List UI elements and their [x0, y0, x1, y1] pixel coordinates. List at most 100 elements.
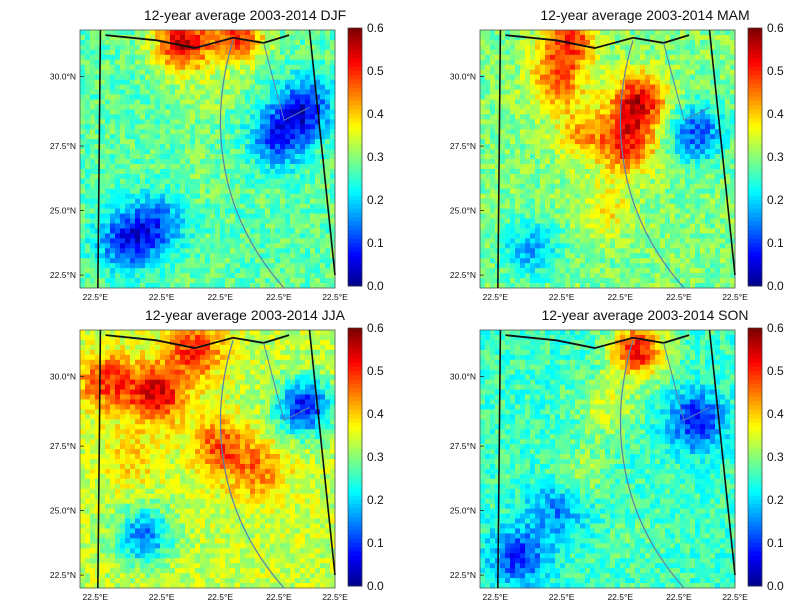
map-cell	[650, 208, 656, 214]
map-cell	[260, 69, 266, 76]
map-cell	[300, 198, 306, 205]
map-cell	[160, 54, 166, 61]
map-cell	[665, 268, 671, 274]
map-cell	[155, 30, 161, 36]
map-cell	[585, 139, 591, 145]
map-cell	[660, 79, 666, 85]
map-cell	[550, 203, 556, 210]
map-cell	[315, 114, 321, 120]
map-cell	[280, 129, 286, 135]
map-cell	[610, 144, 616, 150]
map-cell	[685, 188, 691, 195]
map-cell	[165, 208, 171, 214]
map-cell	[230, 74, 236, 81]
map-cell	[305, 203, 311, 210]
map-cell	[125, 39, 131, 46]
map-cell	[115, 273, 121, 279]
map-cell	[180, 69, 186, 76]
map-cell	[125, 159, 131, 165]
map-cell	[610, 238, 616, 244]
map-cell	[130, 213, 136, 219]
map-cell	[190, 94, 196, 100]
map-cell	[85, 198, 91, 205]
map-cell	[655, 173, 661, 180]
map-cell	[625, 154, 631, 160]
map-cell	[240, 49, 246, 56]
map-cell	[680, 74, 686, 81]
map-cell	[160, 218, 166, 224]
map-cell	[185, 273, 191, 279]
map-cell	[500, 248, 506, 254]
map-cell	[500, 69, 506, 76]
map-cell	[115, 144, 121, 150]
map-cell	[595, 69, 601, 76]
map-cell	[155, 134, 161, 140]
map-cell	[595, 94, 601, 100]
map-cell	[600, 173, 606, 180]
map-cell	[110, 218, 116, 224]
map-cell	[115, 69, 121, 76]
map-cell	[630, 74, 636, 81]
map-cell	[580, 124, 586, 130]
map-cell	[255, 94, 261, 100]
map-cell	[655, 49, 661, 56]
map-cell	[555, 64, 561, 71]
map-cell	[575, 173, 581, 180]
map-cell	[90, 198, 96, 205]
map-cell	[310, 218, 316, 224]
map-cell	[540, 268, 546, 274]
map-cell	[680, 39, 686, 46]
map-cell	[685, 149, 691, 155]
map-cell	[685, 109, 691, 115]
map-cell	[685, 139, 691, 145]
map-cell	[125, 89, 131, 95]
map-cell	[225, 218, 231, 224]
map-cell	[610, 223, 616, 229]
map-cell	[305, 243, 311, 249]
map-cell	[300, 134, 306, 140]
map-cell	[645, 119, 651, 125]
map-cell	[560, 104, 566, 110]
map-cell	[270, 104, 276, 110]
map-cell	[625, 144, 631, 150]
map-cell	[200, 178, 206, 185]
map-cell	[515, 203, 521, 210]
map-cell	[215, 30, 221, 36]
map-cell	[680, 30, 686, 36]
map-cell	[165, 79, 171, 85]
map-cell	[310, 149, 316, 155]
map-cell	[170, 124, 176, 130]
map-cell	[270, 228, 276, 234]
map-cell	[505, 178, 511, 185]
map-cell	[675, 154, 681, 160]
map-cell	[255, 89, 261, 95]
map-cell	[655, 30, 661, 36]
map-cell	[490, 139, 496, 145]
map-cell	[650, 44, 656, 51]
map-cell	[635, 223, 641, 229]
map-cell	[275, 263, 281, 269]
map-cell	[675, 258, 681, 264]
map-cell	[540, 273, 546, 279]
map-cell	[515, 268, 521, 274]
map-cell	[320, 109, 326, 115]
map-cell	[565, 124, 571, 130]
map-cell	[285, 79, 291, 85]
map-cell	[250, 228, 256, 234]
map-cell	[610, 74, 616, 81]
map-cell	[80, 104, 86, 110]
map-cell	[325, 39, 331, 46]
map-cell	[575, 34, 581, 41]
colorbar-segment	[348, 208, 362, 214]
map-cell	[525, 79, 531, 85]
map-cell	[525, 84, 531, 90]
map-cell	[585, 218, 591, 224]
map-cell	[180, 124, 186, 130]
map-cell	[560, 203, 566, 210]
map-cell	[105, 34, 111, 41]
map-cell	[135, 178, 141, 185]
map-cell	[595, 114, 601, 120]
map-cell	[320, 54, 326, 61]
map-cell	[655, 139, 661, 145]
map-cell	[155, 278, 161, 284]
